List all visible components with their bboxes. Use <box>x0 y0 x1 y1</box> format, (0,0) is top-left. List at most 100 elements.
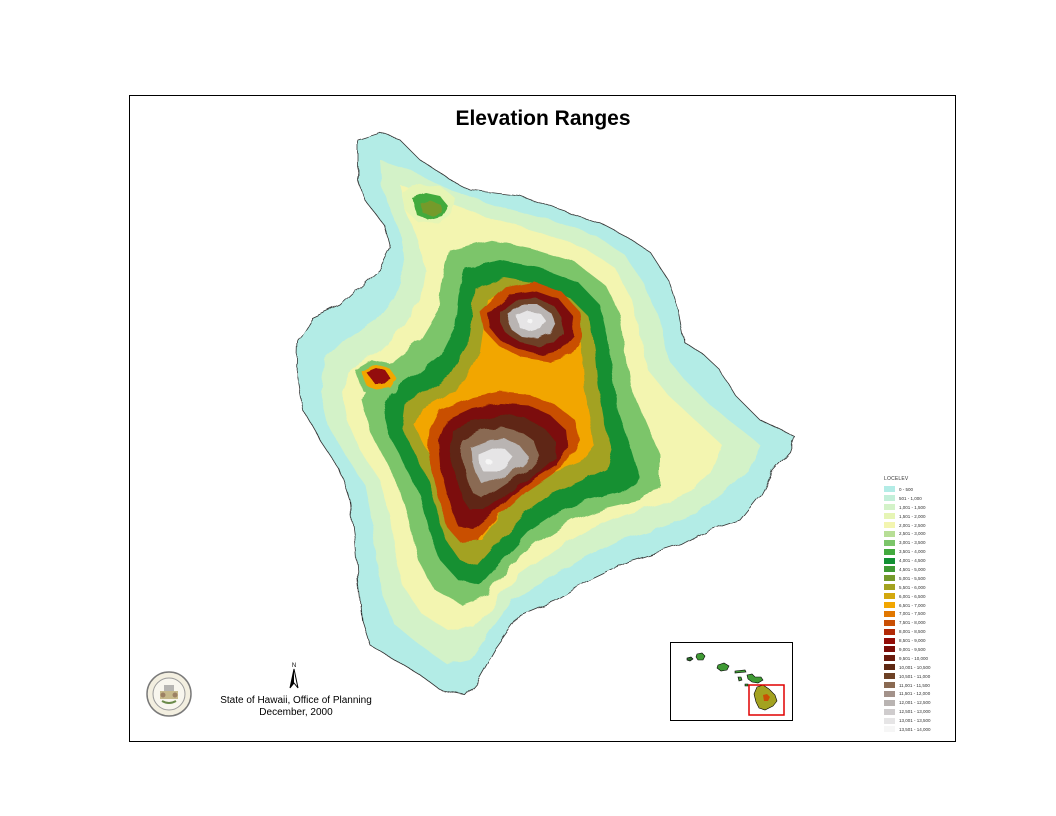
legend-swatch <box>884 726 895 733</box>
legend-row: 501 - 1,000 <box>884 494 954 503</box>
legend-label: 2,001 - 2,500 <box>899 522 926 528</box>
map-frame <box>129 95 956 742</box>
map-title: Elevation Ranges <box>455 107 631 130</box>
legend-label: 12,501 - 13,000 <box>899 709 931 715</box>
legend-row: 6,001 - 6,500 <box>884 592 954 601</box>
legend-label: 11,501 - 12,000 <box>899 691 931 697</box>
legend-label: 13,501 - 14,000 <box>899 726 931 732</box>
legend-row: 10,001 - 10,500 <box>884 663 954 672</box>
legend-label: 3,001 - 3,500 <box>899 540 926 546</box>
elevation-legend: LOCELEV 0 - 500 501 - 1,000 1,001 - 1,500 1… <box>884 476 954 734</box>
legend-row: 10,501 - 11,000 <box>884 672 954 681</box>
legend-swatch <box>884 530 895 537</box>
legend-row: 7,001 - 7,500 <box>884 609 954 618</box>
legend-row: 13,501 - 14,000 <box>884 725 954 734</box>
north-arrow-fill <box>290 669 294 688</box>
elevation-band-13500 <box>478 448 514 472</box>
legend-label: 1,501 - 2,000 <box>899 513 926 519</box>
legend-label: 12,001 - 12,500 <box>899 700 931 706</box>
legend-swatch <box>884 664 895 671</box>
legend-label: 2,501 - 3,000 <box>899 531 926 537</box>
north-arrow-label: N <box>292 663 296 669</box>
legend-row: 5,501 - 6,000 <box>884 583 954 592</box>
legend-swatch <box>884 557 895 564</box>
locator-inset-map <box>670 642 793 721</box>
legend-swatch <box>884 584 895 591</box>
legend-row: 5,001 - 5,500 <box>884 574 954 583</box>
legend-row: 4,001 - 4,500 <box>884 556 954 565</box>
legend-swatch <box>884 495 895 502</box>
legend-row: 2,501 - 3,000 <box>884 529 954 538</box>
west-peak-band-8500 <box>367 369 390 383</box>
legend-row: 8,001 - 8,500 <box>884 627 954 636</box>
inset-island-lanai <box>737 676 743 682</box>
legend-swatch <box>884 566 895 573</box>
inset-island-oahu <box>716 662 730 672</box>
legend-swatch <box>884 610 895 617</box>
legend-row: 9,001 - 9,500 <box>884 645 954 654</box>
legend-row: 12,501 - 13,000 <box>884 707 954 716</box>
legend-label: 5,001 - 5,500 <box>899 575 926 581</box>
legend-label: 3,501 - 4,000 <box>899 549 926 555</box>
legend-swatch <box>884 717 895 724</box>
legend-label: 13,001 - 13,500 <box>899 718 931 724</box>
south-summit-peak <box>486 459 492 465</box>
legend-row: 1,001 - 1,500 <box>884 503 954 512</box>
inset-island-kauai <box>695 652 706 661</box>
legend-swatch <box>884 655 895 662</box>
legend-label: 501 - 1,000 <box>899 495 922 501</box>
legend-label: 4,501 - 5,000 <box>899 566 926 572</box>
legend-row: 12,001 - 12,500 <box>884 698 954 707</box>
credit-line-organization: State of Hawaii, Office of Planning <box>220 695 372 706</box>
legend-label: 10,001 - 10,500 <box>899 664 931 670</box>
legend-row: 9,501 - 10,000 <box>884 654 954 663</box>
legend-row: 11,001 - 11,500 <box>884 681 954 690</box>
legend-swatch <box>884 522 895 528</box>
north-summit-peak <box>527 318 533 324</box>
legend-label: 9,501 - 10,000 <box>899 655 929 661</box>
legend-swatch <box>884 673 895 680</box>
legend-row: 2,001 - 2,500 <box>884 521 954 530</box>
legend-row: 7,501 - 8,000 <box>884 618 954 627</box>
legend-swatch <box>884 513 895 520</box>
inset-island-maui <box>746 673 764 684</box>
legend-label: 6,001 - 6,500 <box>899 593 926 599</box>
legend-row: 3,001 - 3,500 <box>884 538 954 547</box>
legend-swatch <box>884 682 895 689</box>
inset-highlight-box <box>748 684 785 716</box>
legend-swatch <box>884 602 895 609</box>
legend-row: 4,501 - 5,000 <box>884 565 954 574</box>
legend-label: 6,501 - 7,000 <box>899 602 926 608</box>
legend-label: 8,501 - 9,000 <box>899 638 926 644</box>
inset-island-hawaii-summit <box>763 694 770 701</box>
legend-label: 8,001 - 8,500 <box>899 629 926 635</box>
legend-row: 6,501 - 7,000 <box>884 601 954 610</box>
legend-row: 1,501 - 2,000 <box>884 512 954 521</box>
legend-row: 8,501 - 9,000 <box>884 636 954 645</box>
inset-island-molokai <box>734 669 747 674</box>
legend-row: 11,501 - 12,000 <box>884 689 954 698</box>
legend-row: 3,501 - 4,000 <box>884 547 954 556</box>
legend-label: 11,001 - 11,500 <box>899 682 930 688</box>
credit-line-date: December, 2000 <box>259 707 333 718</box>
legend-rows: 0 - 500 501 - 1,000 1,001 - 1,500 1,501 - 2… <box>884 485 954 734</box>
legend-swatch <box>884 486 895 493</box>
legend-swatch <box>884 690 895 697</box>
inset-island-kahoolawe <box>744 683 749 687</box>
legend-title: LOCELEV <box>884 476 909 482</box>
island-coastline <box>296 132 796 696</box>
legend-label: 9,001 - 9,500 <box>899 646 926 652</box>
legend-label: 7,501 - 8,000 <box>899 620 926 626</box>
legend-swatch <box>884 593 895 600</box>
locator-islands <box>686 652 785 716</box>
legend-swatch <box>884 699 895 706</box>
legend-swatch <box>884 637 895 644</box>
legend-swatch <box>884 539 895 546</box>
legend-swatch <box>884 708 895 715</box>
legend-label: 10,501 - 11,000 <box>899 673 931 679</box>
state-seal-icon <box>146 671 192 717</box>
legend-swatch <box>884 646 895 653</box>
legend-row: 13,001 - 13,500 <box>884 716 954 725</box>
legend-label: 1,001 - 1,500 <box>899 504 926 510</box>
